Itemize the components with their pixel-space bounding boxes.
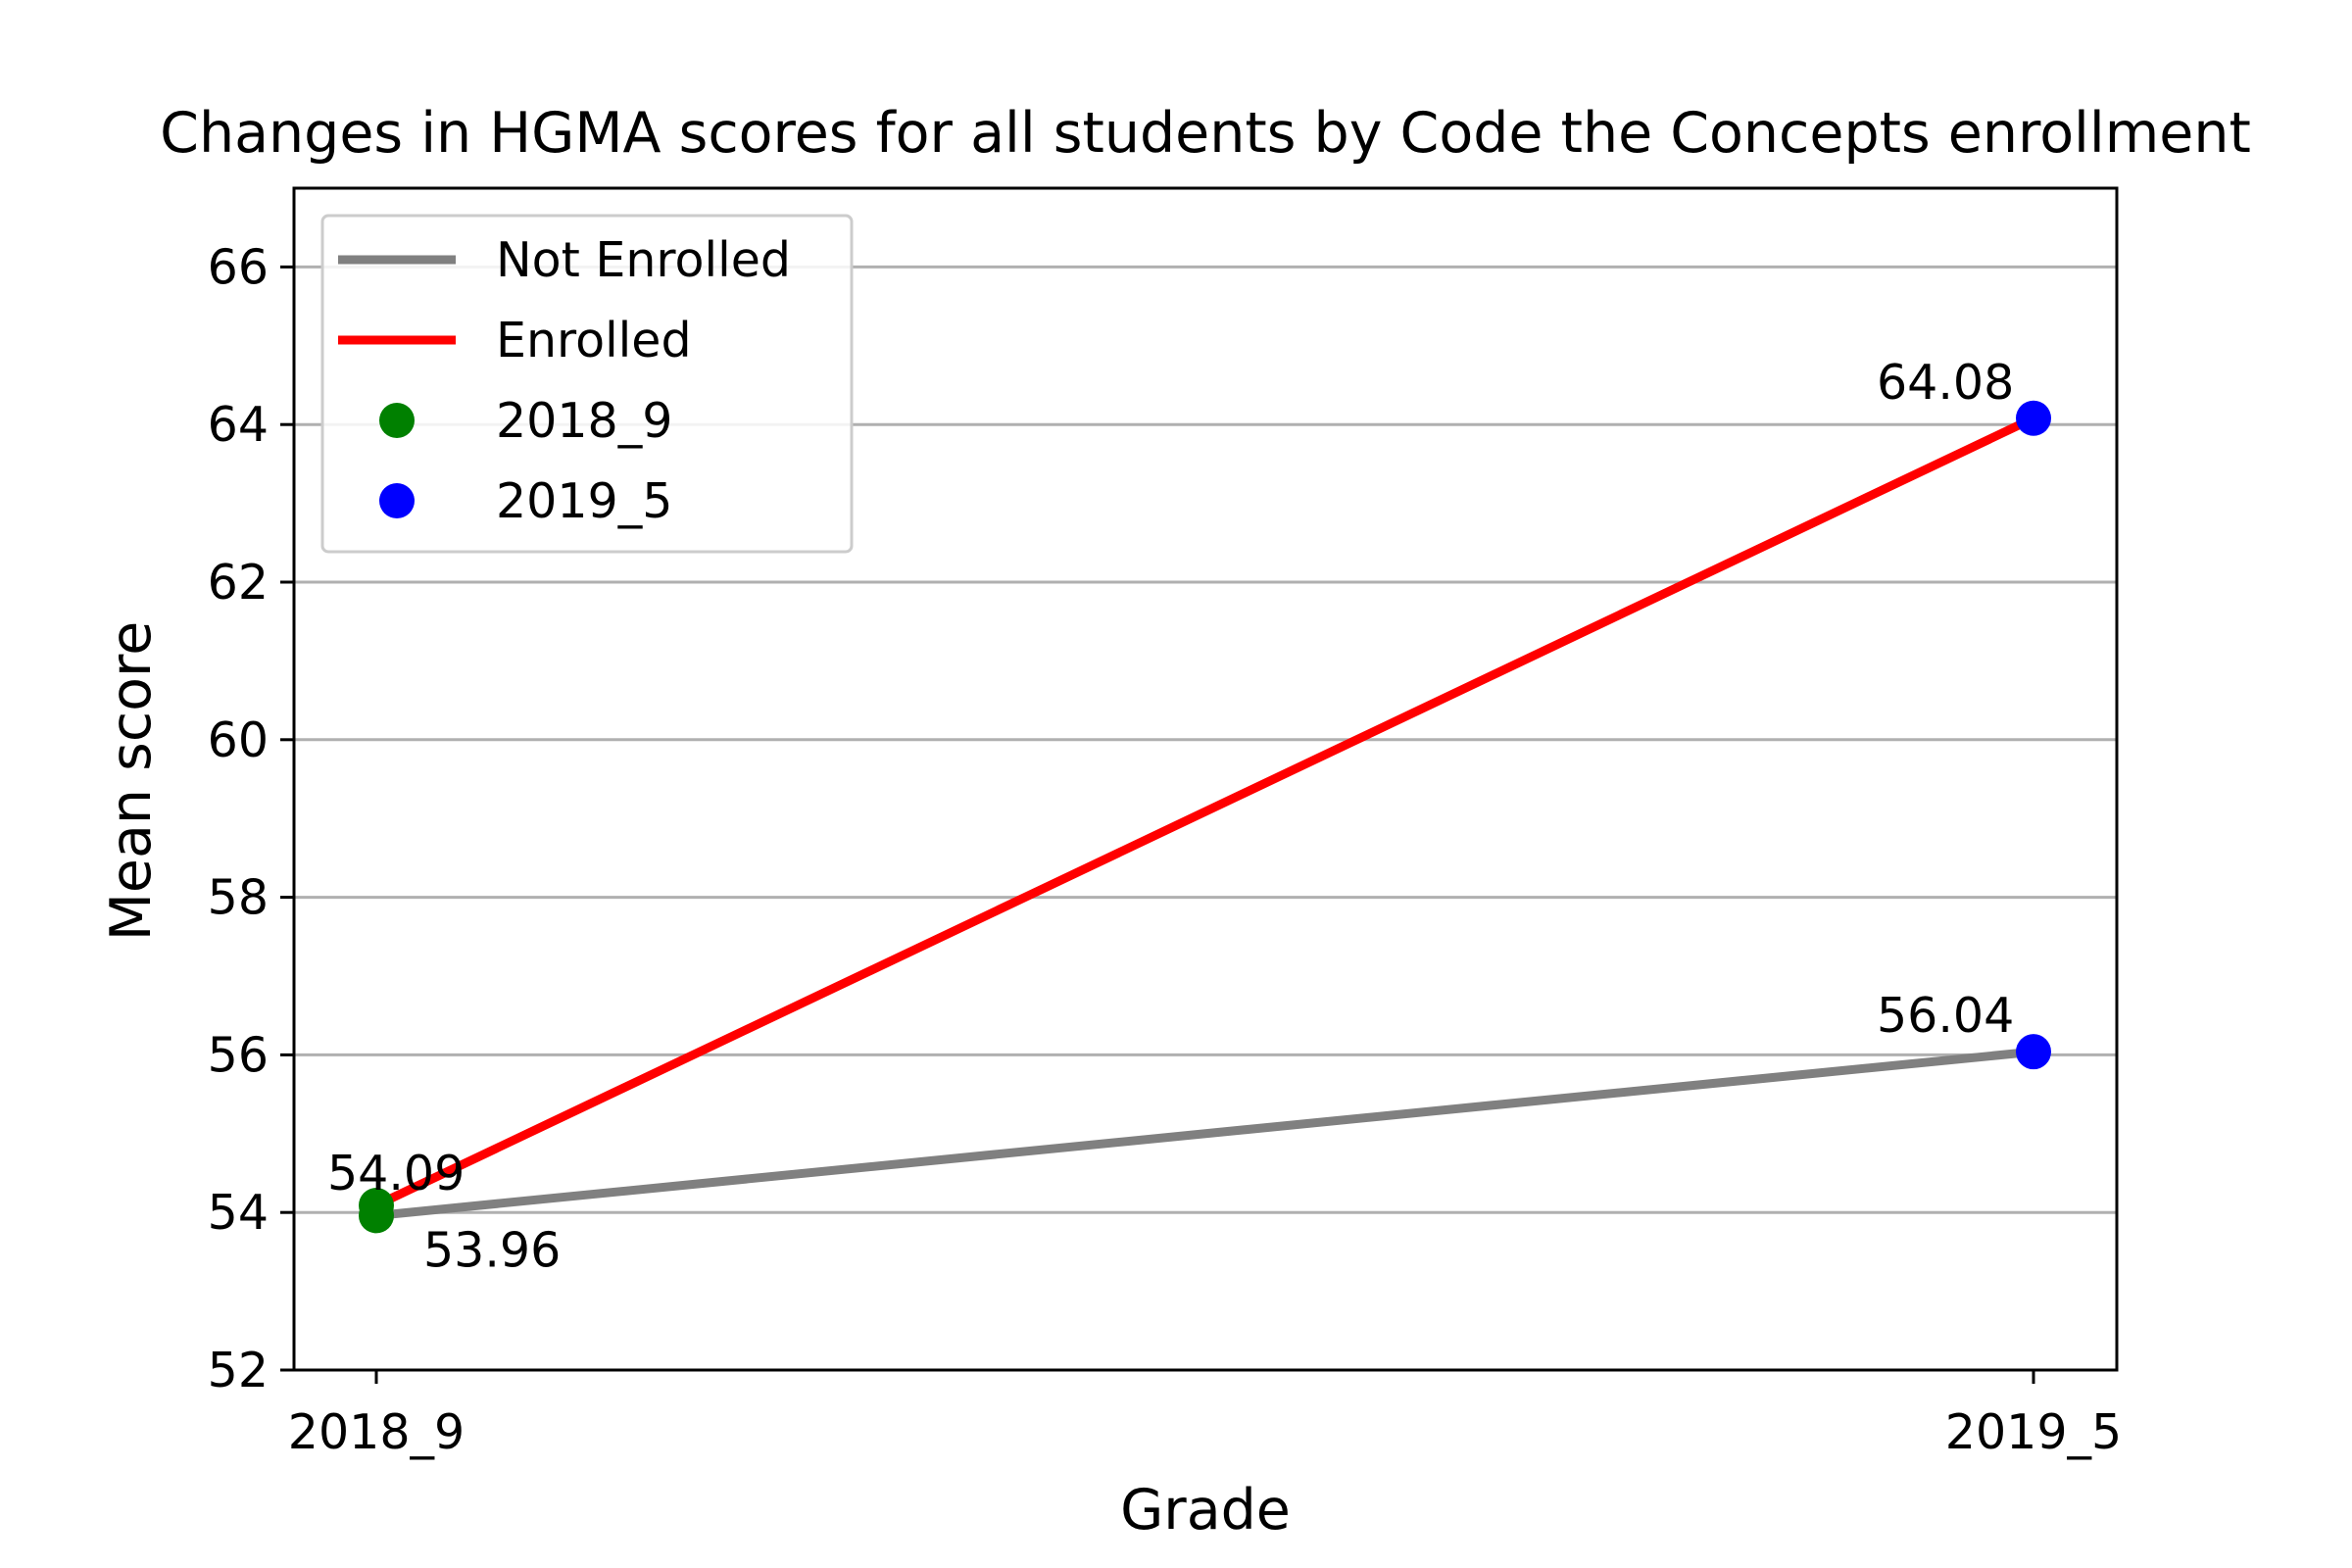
legend-box: [320, 214, 854, 554]
data-label: 64.08: [1877, 355, 2014, 411]
y-tick-label: 64: [208, 397, 269, 453]
legend: Not Enrolled Enrolled 2018_9 2019_5: [320, 214, 854, 554]
y-tick-label: 60: [208, 712, 269, 768]
legend-label: 2019_5: [496, 473, 672, 529]
data-label: 56.04: [1877, 988, 2014, 1044]
data-labels: 54.09 53.96 64.08 56.04: [327, 355, 2014, 1279]
data-point-2019_5: [2016, 400, 2051, 436]
legend-swatch-marker: [379, 483, 415, 518]
chart-title: Changes in HGMA scores for all students …: [160, 101, 2251, 166]
series-line-not-enrolled: [371, 1047, 2038, 1221]
series-line-enrolled: [370, 412, 2039, 1211]
legend-swatch-marker: [379, 403, 415, 438]
data-label: 54.09: [327, 1146, 465, 1201]
y-tick-label: 58: [208, 870, 269, 926]
data-label: 53.96: [423, 1222, 561, 1278]
legend-label: Not Enrolled: [496, 232, 791, 288]
axes: 52 54 56 58 60 62 64 66 2018_9 2019_5: [208, 239, 2123, 1460]
legend-label: 2018_9: [496, 393, 672, 449]
y-tick-label: 54: [208, 1185, 269, 1241]
x-axis-label: Grade: [1120, 1478, 1291, 1543]
series-lines: [370, 412, 2039, 1221]
x-tick-label: 2019_5: [1945, 1404, 2122, 1460]
y-tick-label: 66: [208, 239, 269, 295]
data-point-2018_9: [359, 1187, 394, 1223]
data-points: [359, 400, 2051, 1234]
legend-label: Enrolled: [496, 313, 692, 368]
y-tick-label: 52: [208, 1343, 269, 1398]
x-tick-label: 2018_9: [288, 1404, 465, 1460]
gridlines: [294, 265, 2117, 1214]
plot-area-frame: [292, 186, 2119, 1372]
data-point-2019_5: [2016, 1034, 2051, 1070]
y-tick-label: 62: [208, 555, 269, 611]
y-tick-label: 56: [208, 1027, 269, 1083]
y-axis-label: Mean score: [99, 621, 164, 942]
